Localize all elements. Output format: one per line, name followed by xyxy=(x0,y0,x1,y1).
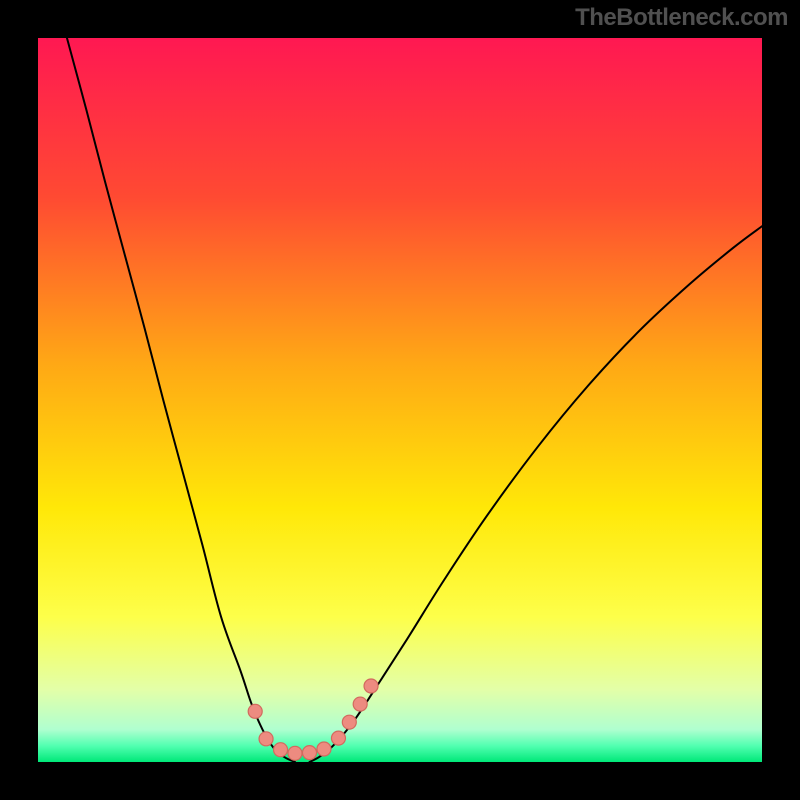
data-marker xyxy=(331,731,345,745)
data-marker xyxy=(274,743,288,757)
data-marker xyxy=(303,746,317,760)
data-marker xyxy=(353,697,367,711)
data-marker xyxy=(259,732,273,746)
data-marker xyxy=(248,704,262,718)
gradient-plot-area xyxy=(38,38,762,762)
data-marker xyxy=(317,742,331,756)
chart-svg xyxy=(0,0,800,800)
data-marker xyxy=(288,746,302,760)
data-marker xyxy=(342,715,356,729)
data-marker xyxy=(364,679,378,693)
chart-container: TheBottleneck.com xyxy=(0,0,800,800)
watermark-text: TheBottleneck.com xyxy=(575,4,788,32)
